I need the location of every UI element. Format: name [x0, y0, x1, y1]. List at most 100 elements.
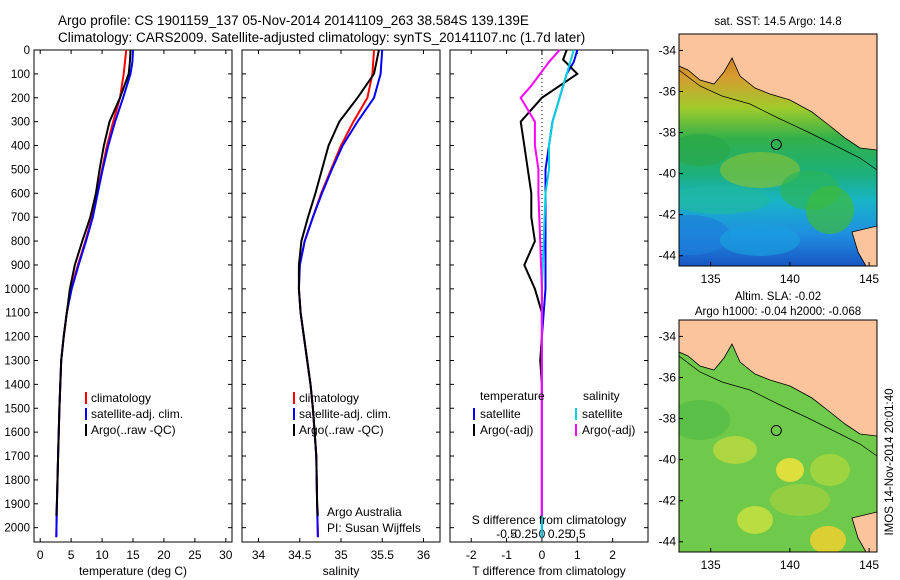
x-tick-label: 35: [334, 548, 348, 562]
x-tick-label: 20: [157, 548, 171, 562]
legend-label: satellite: [480, 407, 521, 421]
sst-map-title: sat. SST: 14.5 Argo: 14.8: [714, 16, 841, 28]
y-tick-label: 600: [11, 188, 30, 200]
sla-patch: [713, 436, 757, 464]
sla-patch: [810, 526, 846, 552]
y-tick-label: 500: [11, 164, 30, 176]
difference-top-label: S difference from climatology: [472, 513, 627, 527]
legend-title: salinity: [583, 389, 620, 403]
x-tick-label: 5: [68, 548, 75, 562]
legend-label: Argo(-adj): [480, 423, 533, 437]
x-tick-label: 36: [417, 548, 431, 562]
y-tick-label: 100: [11, 69, 30, 81]
map-x-tick-label: 145: [859, 272, 879, 286]
y-tick-label: 1200: [4, 332, 30, 344]
legend-label: climatology: [299, 391, 359, 405]
x-tick-label: 1: [574, 548, 581, 562]
sst-map-frame: [678, 33, 878, 267]
legend-label: satellite-adj. clim.: [91, 407, 183, 421]
x-tick-label: 25: [188, 548, 202, 562]
map-y-tick-label: -34: [659, 43, 677, 57]
map-x-tick-label: 135: [701, 272, 721, 286]
sst-patch: [679, 134, 730, 166]
map-y-tick-label: -38: [659, 412, 677, 426]
y-tick-label: 1100: [5, 308, 30, 320]
x-tick-label: 15: [126, 548, 140, 562]
sla-map: Altim. SLA: -0.02 Argo h1000: -0.04 h200…: [659, 291, 880, 572]
temperature-legend: climatology satellite-adj. clim. Argo(..ra…: [85, 391, 183, 437]
y-tick-label: 1900: [4, 499, 30, 511]
salinity-lines: [297, 49, 384, 538]
y-tick-label: 800: [11, 236, 30, 248]
map-y-tick-label: -38: [659, 126, 677, 140]
x-tick-label: 34.5: [288, 548, 312, 562]
temperature-lines: [55, 49, 134, 538]
map-x-tick-label: 140: [780, 558, 800, 572]
sla-field-patches: [679, 400, 850, 552]
sst-map-ticks: 135 140 145 -34 -36 -38 -40 -42 -44: [659, 43, 880, 286]
sla-shelf-contour: [679, 355, 877, 457]
map-y-tick-label: -44: [659, 535, 677, 549]
sla-map-title: Altim. SLA: -0.02: [735, 291, 821, 303]
map-y-tick-label: -40: [659, 453, 677, 467]
s-tick-label: -0.25: [511, 527, 539, 541]
x-tick-label: 0: [37, 548, 44, 562]
sla-tasmania: [851, 511, 877, 552]
y-tick-label: 1800: [4, 475, 30, 487]
creation-stamp: IMOS 14-Nov-2014 20:01:40: [884, 388, 896, 535]
map-y-tick-label: -40: [659, 167, 677, 181]
x-tick-label: 30: [219, 548, 233, 562]
map-y-tick-label: -34: [659, 329, 677, 343]
sst-shelf-contour: [679, 69, 877, 171]
temperature-panel: 0100200300400500600700800900100011001200…: [4, 45, 232, 578]
sla-patch: [776, 458, 804, 482]
s-tick-label: 0.5: [569, 527, 586, 541]
y-tick-label: 900: [11, 260, 30, 272]
s-tick-label: -0.5: [496, 527, 517, 541]
salinity-ticks: 34 34.5 35 35.5 36: [242, 49, 440, 562]
y-tick-label: 1600: [4, 427, 30, 439]
difference-xlabel: T difference from climatology: [472, 564, 626, 578]
y-tick-label: 1000: [4, 284, 30, 296]
y-tick-label: 700: [11, 212, 30, 224]
y-tick-label: 1500: [4, 403, 30, 415]
legend-label: Argo(..raw -QC): [91, 423, 176, 437]
y-tick-label: 1400: [4, 379, 30, 391]
map-y-tick-label: -42: [659, 208, 677, 222]
map-x-tick-label: 140: [780, 272, 800, 286]
sst-patch: [679, 215, 730, 255]
temperature-ticks: 0100200300400500600700800900100011001200…: [4, 45, 232, 562]
s-tick-label: 0.25: [548, 527, 572, 541]
x-tick-label: -1: [501, 548, 512, 562]
sla-patch: [737, 506, 773, 534]
salinity-panel: 34 34.5 35 35.5 36 climatology satellite-adj.…: [241, 49, 441, 578]
salinity-legend: climatology satellite-adj. clim. Argo(..ra…: [293, 391, 391, 437]
figure-title: Argo profile: CS 1901159_137 05-Nov-2014…: [58, 13, 529, 28]
x-tick-label: 35.5: [371, 548, 395, 562]
y-tick-label: 1700: [4, 451, 30, 463]
map-y-tick-label: -36: [659, 370, 677, 384]
sla-patch: [810, 454, 850, 486]
y-tick-label: 1300: [4, 355, 30, 367]
sla-patch: [770, 484, 830, 516]
x-tick-label: 0: [539, 548, 546, 562]
salinity-annotation-2: PI: Susan Wijffels: [327, 521, 421, 535]
sst-patch: [679, 186, 770, 214]
sla-argo-marker: [770, 425, 782, 436]
sst-patch: [720, 152, 800, 188]
map-x-tick-label: 135: [701, 558, 721, 572]
figure-subtitle: Climatology: CARS2009. Satellite-adjuste…: [58, 30, 585, 45]
y-tick-label: 300: [11, 117, 30, 129]
sst-land: [679, 34, 877, 151]
salinity-annotation-1: Argo Australia: [327, 505, 402, 519]
legend-label: Argo(-adj): [582, 423, 635, 437]
series-s-satellite: [540, 49, 575, 538]
y-tick-label: 2000: [4, 523, 30, 535]
legend-title: temperature: [480, 389, 545, 403]
x-tick-label: 10: [95, 548, 109, 562]
temperature-axes-box: [33, 49, 233, 543]
series-argo-raw-qc: [297, 49, 380, 516]
y-tick-label: 200: [11, 93, 30, 105]
